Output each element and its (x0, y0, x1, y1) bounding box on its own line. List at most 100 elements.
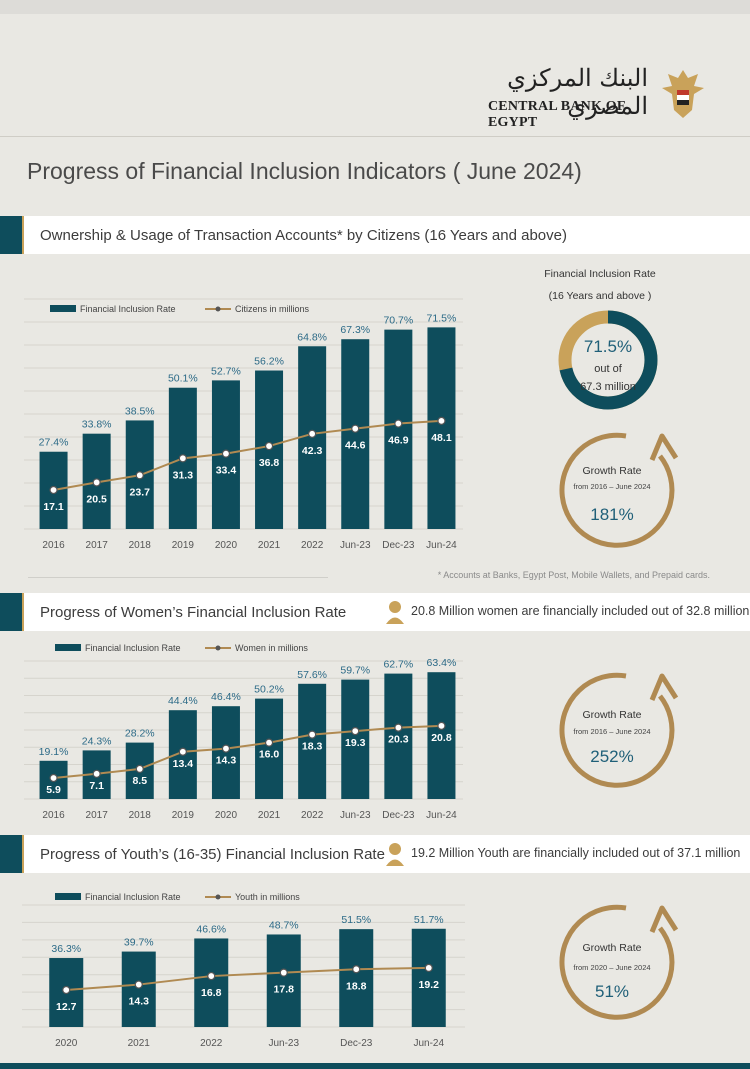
line-point (351, 424, 360, 433)
bar (427, 327, 456, 529)
line-value-label: 33.4 (216, 465, 237, 477)
line-value-label: 19.2 (419, 979, 440, 991)
x-tick-label: 2021 (128, 1038, 151, 1049)
growth-badge-youth: Growth Rate from 2020 – June 2024 51% (559, 904, 679, 1020)
section-marker (0, 835, 24, 873)
bar-value-label: 44.4% (168, 695, 198, 707)
donut-arc (558, 310, 658, 410)
line-value-label: 19.3 (345, 737, 366, 749)
line-value-label: 16.0 (259, 749, 280, 761)
logo-arabic-text: البنك المركزي المصري (507, 64, 648, 120)
line-point (134, 980, 143, 989)
line-point (49, 773, 58, 783)
bar-value-label: 38.5% (125, 405, 155, 417)
legend-line-label: Women in millions (235, 643, 308, 653)
x-tick-label: Jun-24 (426, 540, 457, 551)
bar-value-label: 52.7% (211, 365, 241, 377)
series-line (53, 419, 442, 491)
legend-bar-swatch (50, 305, 76, 312)
bar-value-label: 64.8% (297, 331, 327, 343)
line-point (394, 419, 403, 428)
line-value-label: 44.6 (345, 440, 366, 452)
x-tick-label: Dec-23 (382, 540, 415, 551)
footnote-line (28, 577, 328, 578)
line-value-label: 36.8 (259, 457, 280, 469)
woman-icon (386, 601, 404, 624)
bar-value-label: 71.5% (427, 312, 457, 324)
x-tick-label: 2020 (215, 810, 238, 821)
x-tick-label: 2018 (129, 540, 152, 551)
x-tick-label: 2019 (172, 540, 195, 551)
chart-citizens: Financial Inclusion Rate Citizens in mill… (24, 298, 463, 551)
logo-english-text: CENTRAL BANK OF EGYPT (488, 99, 626, 130)
line-value-label: 14.3 (129, 996, 150, 1008)
line-point (424, 963, 433, 973)
x-tick-label: Dec-23 (340, 1038, 373, 1049)
eagle-emblem-icon (662, 70, 704, 118)
growth-value: 252% (590, 747, 633, 766)
line-value-label: 16.8 (201, 987, 222, 999)
bar (298, 683, 327, 799)
line-value-label: 7.1 (89, 780, 104, 792)
growth-title: Growth Rate (583, 709, 642, 721)
line-point (49, 485, 58, 495)
bar-value-label: 57.6% (297, 669, 327, 681)
growth-period: from 2016 – June 2024 (573, 727, 650, 736)
x-tick-label: 2021 (258, 540, 281, 551)
bar-value-label: 50.2% (254, 684, 284, 696)
series-line (66, 966, 429, 991)
bar-value-label: 46.4% (211, 691, 241, 703)
bar (266, 934, 301, 1027)
line-point (308, 429, 317, 438)
section-title-youth: Progress of Youth’s (16-35) Financial In… (40, 846, 385, 863)
youth-note: 19.2 Million Youth are financially inclu… (411, 846, 741, 860)
line-point (92, 478, 101, 487)
bar-value-label: 46.6% (196, 923, 226, 935)
bar-value-label: 59.7% (340, 665, 370, 677)
x-tick-label: 2017 (86, 810, 109, 821)
line-value-label: 23.7 (130, 486, 151, 498)
growth-arrow-icon (559, 672, 675, 788)
line-point (207, 971, 216, 981)
line-value-label: 13.4 (173, 758, 194, 770)
line-value-label: 17.1 (43, 501, 64, 513)
x-tick-label: Jun-24 (413, 1038, 444, 1049)
section-title-accounts: Ownership & Usage of Transaction Account… (40, 227, 567, 244)
section-header-accounts: Ownership & Usage of Transaction Account… (0, 216, 750, 254)
x-tick-label: 2018 (129, 810, 152, 821)
x-tick-label: Dec-23 (382, 810, 415, 821)
growth-period: from 2020 – June 2024 (573, 963, 650, 972)
growth-title: Growth Rate (583, 942, 642, 954)
line-point (135, 471, 144, 480)
line-point (437, 416, 446, 425)
x-tick-label: 2022 (301, 810, 324, 821)
x-tick-label: 2022 (200, 1038, 223, 1049)
bar-value-label: 36.3% (51, 943, 81, 955)
line-value-label: 31.3 (173, 469, 194, 481)
x-tick-label: 2022 (301, 540, 324, 551)
growth-badge-citizens: Growth Rate from 2016 – June 2024 181% (559, 432, 679, 548)
bar (384, 673, 413, 799)
bar-value-label: 67.3% (340, 324, 370, 336)
legend-line-label: Citizens in millions (235, 304, 310, 314)
line-value-label: 20.3 (388, 734, 409, 746)
line-value-label: 20.5 (86, 493, 107, 505)
line-point (351, 726, 360, 736)
x-tick-label: Jun-24 (426, 810, 457, 821)
donut-total: 67.3 million (580, 381, 636, 393)
legend-bar-label: Financial Inclusion Rate (85, 643, 181, 653)
donut-value: 71.5% (584, 337, 632, 356)
line-value-label: 18.3 (302, 741, 323, 753)
legend-bar-swatch (55, 644, 81, 651)
bar-value-label: 28.2% (125, 728, 155, 740)
bar (255, 698, 284, 799)
x-tick-label: 2021 (258, 810, 281, 821)
line-point (178, 747, 187, 756)
line-point (264, 441, 274, 451)
legend-bar-label: Financial Inclusion Rate (80, 304, 176, 314)
bar (341, 679, 370, 799)
line-point (221, 744, 231, 753)
series-line (53, 724, 442, 779)
growth-arrow-icon (559, 432, 675, 548)
line-value-label: 20.8 (431, 732, 452, 744)
